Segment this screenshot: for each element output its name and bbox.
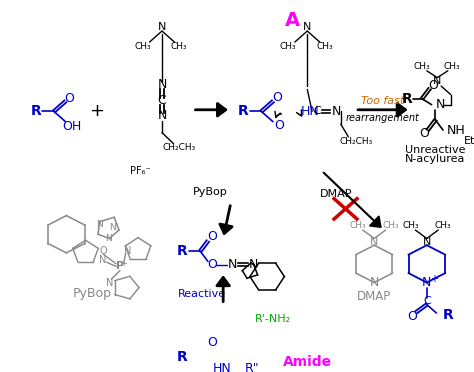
- Text: PyBop: PyBop: [73, 287, 112, 300]
- Text: N: N: [433, 76, 441, 86]
- Text: N: N: [303, 22, 311, 32]
- Text: CH₃: CH₃: [135, 42, 151, 51]
- Text: N: N: [331, 105, 341, 118]
- Text: R: R: [31, 105, 42, 118]
- Text: +: +: [120, 259, 127, 267]
- Text: CH₂CH₃: CH₂CH₃: [163, 143, 196, 153]
- Text: Amide: Amide: [283, 355, 333, 369]
- Text: R": R": [245, 362, 260, 372]
- Text: Reactive: Reactive: [178, 289, 226, 298]
- Text: O: O: [272, 92, 282, 105]
- Text: O: O: [408, 310, 418, 323]
- Text: O: O: [100, 246, 108, 256]
- Text: Unreactive: Unreactive: [405, 145, 465, 155]
- Text: O: O: [207, 258, 217, 271]
- Text: O: O: [207, 336, 217, 349]
- Text: N: N: [249, 258, 258, 271]
- Text: N-acylurea: N-acylurea: [405, 154, 465, 164]
- Text: R: R: [177, 350, 188, 364]
- Text: N: N: [422, 276, 431, 289]
- Text: CH₃: CH₃: [435, 221, 451, 230]
- Text: R'-NH₂: R'-NH₂: [255, 314, 291, 324]
- Text: DMAP: DMAP: [320, 189, 352, 199]
- Text: Et: Et: [464, 136, 474, 146]
- Text: OH: OH: [63, 120, 82, 133]
- Text: N: N: [97, 219, 103, 228]
- Text: Too fast: Too fast: [361, 96, 404, 106]
- Text: O: O: [428, 79, 438, 92]
- Text: R: R: [443, 308, 454, 322]
- Text: R: R: [177, 244, 188, 258]
- Text: A: A: [285, 10, 301, 29]
- Text: P: P: [116, 262, 124, 272]
- Text: +: +: [430, 274, 438, 284]
- Text: CH₂CH₃: CH₂CH₃: [339, 137, 373, 145]
- Text: CH₃: CH₃: [316, 42, 333, 51]
- Text: N: N: [99, 255, 106, 264]
- Text: CH₃: CH₃: [171, 42, 188, 51]
- Text: N: N: [124, 246, 131, 256]
- Text: O: O: [419, 127, 429, 140]
- Text: N: N: [109, 223, 116, 232]
- Text: CH₃: CH₃: [382, 221, 399, 230]
- Text: R: R: [237, 105, 248, 118]
- Text: N: N: [106, 278, 113, 288]
- Text: DMAP: DMAP: [357, 289, 392, 302]
- Text: CH₃: CH₃: [350, 221, 366, 230]
- Text: C: C: [158, 94, 166, 107]
- Text: CH₃: CH₃: [443, 62, 460, 71]
- Text: C: C: [313, 106, 321, 116]
- Text: CH₃: CH₃: [280, 42, 297, 51]
- Text: PyBop: PyBop: [192, 187, 227, 197]
- Text: N: N: [436, 98, 445, 111]
- Text: O: O: [274, 119, 284, 132]
- Text: N: N: [370, 276, 379, 289]
- Text: CH₃: CH₃: [402, 221, 419, 230]
- Text: N: N: [370, 237, 378, 247]
- Text: HN: HN: [213, 362, 231, 372]
- Text: N: N: [228, 258, 237, 271]
- Text: O: O: [207, 230, 217, 243]
- Text: R: R: [401, 92, 412, 106]
- Text: N: N: [105, 234, 112, 243]
- Text: C: C: [423, 296, 431, 306]
- Text: PF₆⁻: PF₆⁻: [130, 166, 150, 176]
- Text: HN: HN: [301, 105, 319, 118]
- Text: NH: NH: [447, 124, 465, 137]
- Text: N: N: [157, 109, 167, 122]
- Text: N: N: [423, 237, 431, 247]
- Text: O: O: [64, 92, 74, 105]
- Text: N: N: [157, 78, 167, 91]
- Text: N: N: [158, 22, 166, 32]
- Text: rearrangement: rearrangement: [346, 113, 420, 123]
- Text: CH₃: CH₃: [414, 62, 430, 71]
- Text: +: +: [90, 102, 104, 121]
